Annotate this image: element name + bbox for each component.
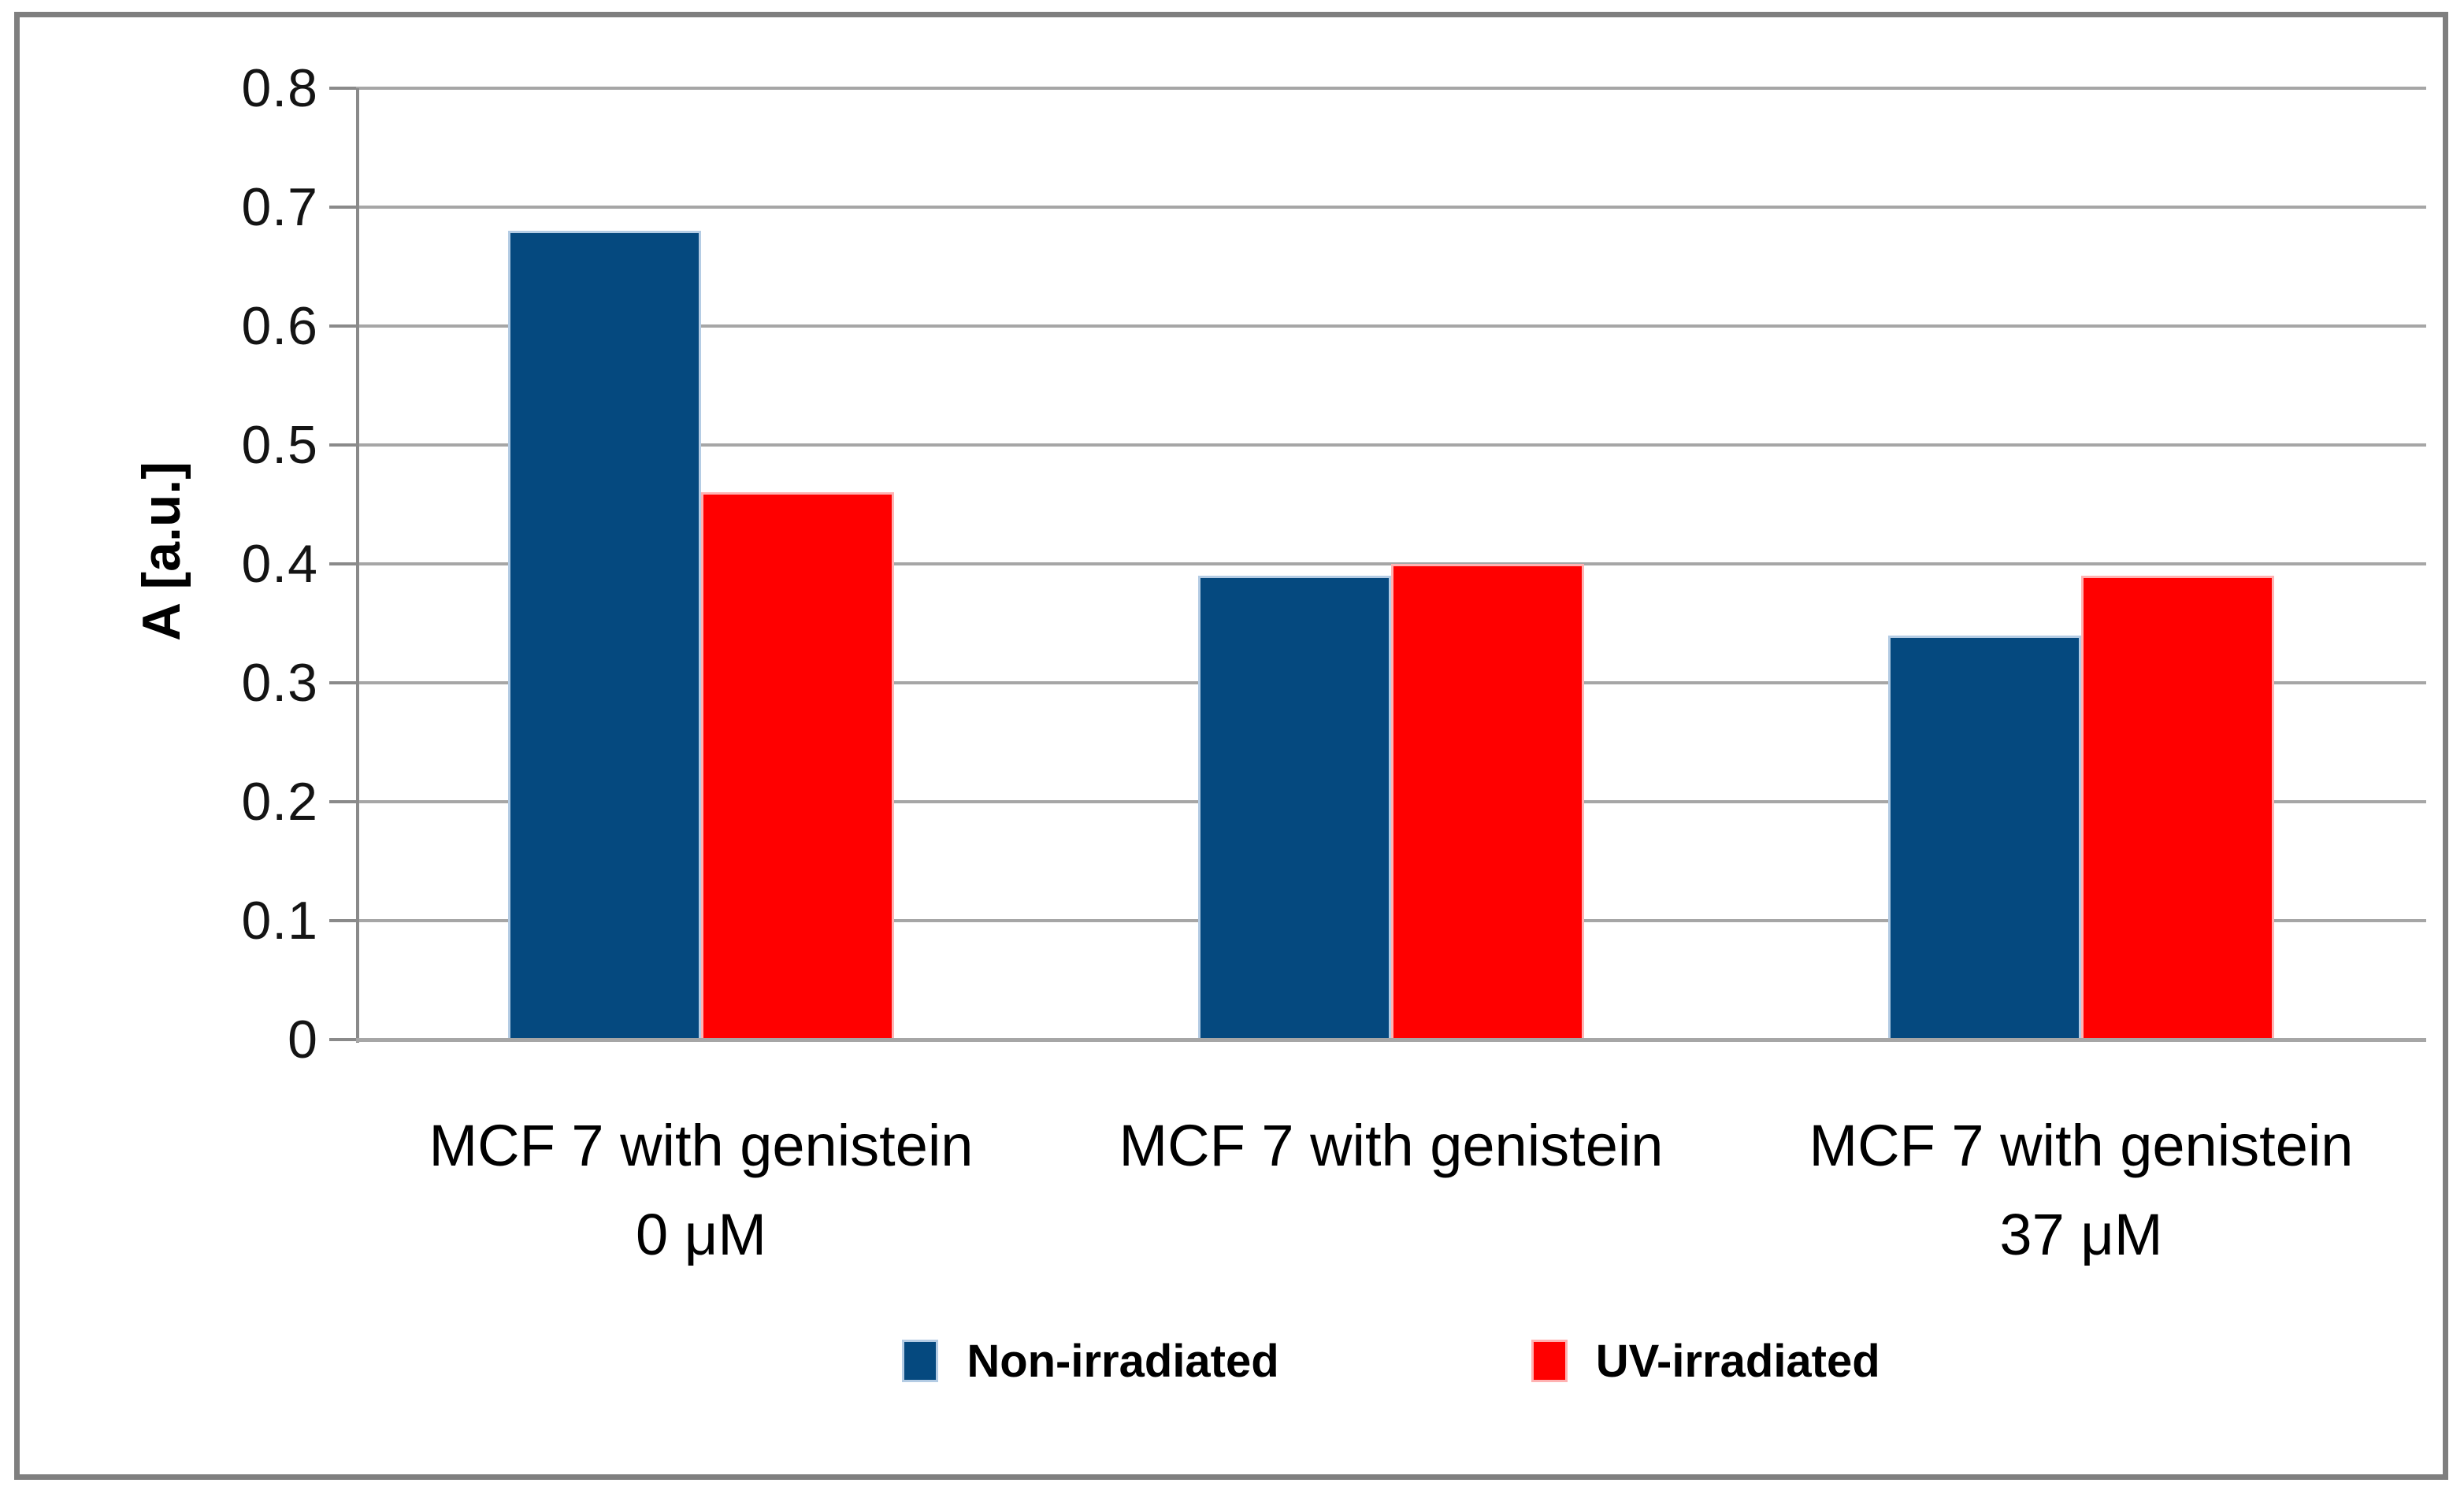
y-tick-mark	[329, 87, 356, 90]
legend-label: Non-irradiated	[967, 1335, 1279, 1387]
y-gridline	[356, 443, 2426, 447]
x-category-label-line: 0 μM	[636, 1202, 766, 1267]
bar-non-irradiated-cat2	[1198, 576, 1391, 1040]
y-tick-label: 0.3	[241, 653, 318, 713]
legend-color-swatch	[902, 1340, 939, 1382]
y-gridline	[356, 324, 2426, 328]
y-tick-label: 0.8	[241, 58, 318, 118]
y-tick-label: 0.2	[241, 772, 318, 832]
y-tick-mark	[329, 919, 356, 922]
x-category-label-2: MCF 7 with genistein	[999, 1101, 1783, 1190]
legend-item-non-irradiated: Non-irradiated	[902, 1335, 1279, 1388]
y-tick-mark	[329, 443, 356, 447]
y-tick-mark	[329, 1038, 356, 1041]
y-tick-mark	[329, 800, 356, 803]
y-tick-label: 0.7	[241, 177, 318, 237]
legend: Non-irradiated UV-irradiated	[356, 1322, 2426, 1400]
x-category-label-line: 37 μM	[1999, 1202, 2163, 1267]
y-tick-mark	[329, 562, 356, 565]
x-category-label-1: MCF 7 with genistein 0 μM	[309, 1101, 1093, 1279]
y-tick-mark	[329, 324, 356, 328]
x-axis-zero-line	[356, 1038, 2426, 1042]
x-category-label-line: MCF 7 with genistein	[1809, 1113, 2354, 1178]
y-axis-line	[356, 88, 359, 1043]
legend-label: UV-irradiated	[1595, 1335, 1880, 1387]
y-tick-label: 0	[288, 1010, 318, 1070]
legend-item-uv-irradiated: UV-irradiated	[1531, 1335, 1880, 1388]
x-category-label-line: MCF 7 with genistein	[429, 1113, 974, 1178]
x-category-label-3: MCF 7 with genistein 37 μM	[1689, 1101, 2464, 1279]
bar-uv-irradiated-cat2	[1391, 564, 1584, 1040]
bar-non-irradiated-cat1	[508, 231, 701, 1040]
y-tick-mark	[329, 206, 356, 209]
y-tick-label: 0.4	[241, 534, 318, 594]
y-tick-mark	[329, 681, 356, 684]
bar-uv-irradiated-cat1	[701, 492, 894, 1040]
bar-non-irradiated-cat3	[1888, 636, 2081, 1040]
bar-uv-irradiated-cat3	[2081, 576, 2274, 1040]
y-tick-label: 0.1	[241, 891, 318, 951]
legend-color-swatch	[1531, 1340, 1568, 1382]
x-category-label-line: MCF 7 with genistein	[1119, 1113, 1664, 1178]
y-gridline	[356, 206, 2426, 209]
y-tick-label: 0.5	[241, 415, 318, 475]
y-tick-label: 0.6	[241, 296, 318, 356]
y-gridline	[356, 87, 2426, 90]
